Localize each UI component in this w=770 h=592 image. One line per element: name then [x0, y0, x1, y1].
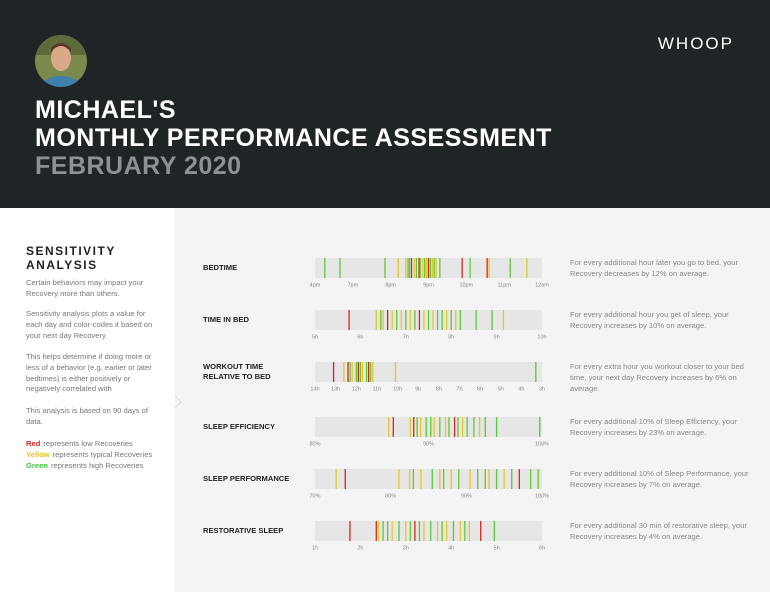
- paragraph: Sensitivity analysis plots a value for e…: [26, 309, 153, 340]
- strip: [315, 417, 542, 437]
- row-label: SLEEP EFFICIENCY: [203, 422, 276, 431]
- legend-text: represents typical Recoveries: [52, 450, 153, 459]
- tick-label: 80%: [309, 441, 320, 447]
- section-heading: SENSITIVITY: [26, 244, 116, 258]
- row-description: For every additional 10% of Sleep Perfor…: [570, 469, 749, 489]
- strip: [315, 521, 542, 541]
- tick-label: 10h: [393, 386, 402, 392]
- row-description: For every additional hour later you go t…: [570, 258, 739, 278]
- tick-label: 90%: [423, 441, 434, 447]
- tick-label: 8pm: [385, 282, 396, 288]
- strip: [315, 362, 542, 382]
- sidebar: SENSITIVITY ANALYSIS Certain behaviors may…: [0, 208, 175, 592]
- row-label: SLEEP PERFORMANCE: [203, 474, 290, 483]
- tick-label: 6h: [357, 334, 363, 340]
- tick-label: 1h: [312, 545, 318, 551]
- tick-label: 10pm: [459, 282, 473, 288]
- tick-label: 7pm: [347, 282, 358, 288]
- tick-label: 12h: [352, 386, 361, 392]
- tick-label: 11pm: [497, 282, 511, 288]
- avatar: [35, 35, 87, 87]
- tick-label: 90%: [461, 493, 472, 499]
- title-line: MICHAEL'S: [35, 96, 176, 124]
- row-description: For every additional 30 min of restorati…: [570, 521, 747, 541]
- legend-item: Red represents low Recoveries: [26, 439, 133, 448]
- tick-label: 5h: [494, 545, 500, 551]
- tick-label: 8h: [448, 334, 454, 340]
- paragraph: Certain behaviors may impact your Recove…: [26, 278, 144, 298]
- brand-logo: WHOOP: [657, 34, 734, 53]
- tick-label: 12am: [535, 282, 549, 288]
- tick-label: 7h: [403, 334, 409, 340]
- strip: [315, 469, 542, 489]
- tick-label: 4h: [518, 386, 524, 392]
- tick-label: 6h: [477, 386, 483, 392]
- avatar-face: [51, 45, 71, 71]
- title-line: MONTHLY PERFORMANCE ASSESSMENT: [35, 124, 552, 152]
- tick-label: 100%: [535, 493, 549, 499]
- tick-label: 11h: [373, 386, 382, 392]
- row-label: WORKOUT TIME: [203, 362, 264, 371]
- tick-label: 9h: [415, 386, 421, 392]
- legend-word: Green: [26, 461, 48, 470]
- row-description: For every additional hour you get of sle…: [570, 310, 729, 330]
- legend-text: represents low Recoveries: [43, 439, 133, 448]
- tick-label: 2h: [357, 545, 363, 551]
- row-label: RESTORATIVE SLEEP: [203, 526, 284, 535]
- tick-label: 5h: [498, 386, 504, 392]
- tick-label: 9h: [494, 334, 500, 340]
- tick-label: 100%: [535, 441, 549, 447]
- paragraph: This helps determine if doing more or le…: [26, 352, 152, 394]
- period: FEBRUARY 2020: [35, 152, 242, 180]
- tick-label: 70%: [309, 493, 320, 499]
- legend-text: represents high Recoveries: [50, 461, 144, 470]
- tick-label: 13h: [331, 386, 340, 392]
- paragraph: This analysis is based on 90 days of dat…: [26, 406, 148, 426]
- pointer: [174, 395, 182, 409]
- legend-item: Green represents high Recoveries: [26, 461, 143, 470]
- tick-label: 7h: [456, 386, 462, 392]
- row-label: BEDTIME: [203, 263, 238, 272]
- tick-label: 3h: [403, 545, 409, 551]
- tick-label: 6h: [539, 545, 545, 551]
- row-description: For every extra hour you workout closer …: [570, 362, 744, 393]
- legend-item: Yellow represents typical Recoveries: [26, 450, 152, 459]
- tick-label: 4h: [448, 545, 454, 551]
- tick-label: 10h: [537, 334, 546, 340]
- avatar-shirt: [39, 76, 83, 87]
- tick-label: 9pm: [423, 282, 434, 288]
- row-description: For every additional 10% of Sleep Effici…: [570, 417, 737, 437]
- tick-label: 14h: [310, 386, 319, 392]
- tick-label: 80%: [385, 493, 396, 499]
- tick-label: 8h: [436, 386, 442, 392]
- tick-label: 3h: [539, 386, 545, 392]
- section-heading: ANALYSIS: [26, 258, 98, 272]
- avatar-hair: [51, 43, 71, 52]
- tick-label: 4pm: [310, 282, 321, 288]
- legend-word: Yellow: [26, 450, 50, 459]
- header: WHOOP MICHAEL'S MONTHLY PERFORMANCE ASSE…: [0, 0, 770, 208]
- legend-word: Red: [26, 439, 41, 448]
- row-label: RELATIVE TO BED: [203, 372, 271, 381]
- tick-label: 5h: [312, 334, 318, 340]
- row-label: TIME IN BED: [203, 315, 249, 324]
